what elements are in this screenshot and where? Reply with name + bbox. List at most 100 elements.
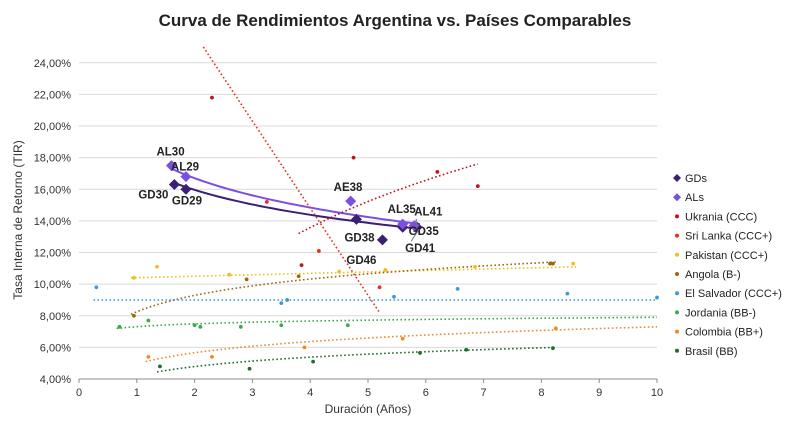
x-tick-label: 1: [134, 387, 140, 399]
y-tick-label: 24,00%: [34, 58, 72, 70]
x-tick-label: 6: [423, 387, 429, 399]
x-tick-label: 5: [365, 387, 371, 399]
point-dot: [337, 269, 341, 274]
legend-entry: Pakistan (CCC+): [685, 250, 768, 262]
point-diamond: [397, 218, 409, 230]
legend-marker: [673, 174, 681, 182]
trendline-3: [202, 46, 381, 314]
bond-label: GD38: [344, 232, 375, 244]
bond-label: AL30: [156, 147, 184, 159]
y-tick-label: 4,00%: [40, 374, 71, 386]
point-dot: [392, 294, 396, 299]
chart-title: Curva de Rendimientos Argentina vs. País…: [159, 11, 632, 30]
point-dot: [192, 323, 197, 328]
legend-entry: Sri Lanka (CCC+): [685, 231, 772, 243]
point-dot: [464, 347, 469, 352]
point-dot: [316, 249, 321, 253]
legend-marker: [673, 193, 681, 202]
bond-label: AE38: [334, 182, 363, 194]
point-dot: [548, 261, 552, 266]
trendline-5: [130, 261, 556, 315]
trendline-8: [145, 326, 658, 363]
x-tick-label: 9: [596, 387, 602, 399]
legend-marker: [675, 214, 679, 219]
point-dot: [279, 301, 284, 306]
x-tick-label: 2: [192, 387, 198, 399]
x-tick-label: 3: [249, 387, 255, 399]
point-dot: [418, 351, 422, 355]
bond-label: GD41: [405, 243, 436, 255]
x-tick-label: 8: [538, 387, 544, 399]
y-tick-label: 20,00%: [34, 121, 72, 133]
point-dot: [351, 155, 356, 160]
point-dot: [94, 285, 99, 290]
x-tick-label: 4: [307, 387, 313, 399]
trendline-2: [298, 163, 479, 235]
y-tick-label: 12,00%: [34, 248, 72, 260]
point-diamond: [168, 179, 180, 191]
point-dot: [383, 268, 388, 272]
point-dot: [475, 184, 480, 189]
point-dot: [299, 263, 304, 268]
point-dot: [146, 354, 151, 359]
legend-entry: GDs: [685, 173, 708, 185]
legend-marker: [675, 252, 679, 257]
legend-marker: [675, 233, 679, 238]
legend-marker: [675, 291, 679, 296]
point-dot: [571, 261, 576, 266]
y-tick-label: 8,00%: [40, 311, 71, 323]
bond-label: AL29: [171, 162, 199, 174]
point-diamond: [345, 195, 357, 207]
point-dot: [158, 364, 162, 369]
y-tick-label: 22,00%: [34, 89, 72, 101]
point-diamond: [376, 234, 388, 246]
point-dot: [655, 295, 659, 300]
legend-entry: Colombia (BB+): [685, 327, 763, 339]
y-tick-label: 6,00%: [40, 342, 71, 354]
point-dot: [244, 277, 249, 282]
bond-label: AL41: [414, 207, 443, 219]
point-dot: [247, 366, 252, 371]
gridlines: [79, 62, 657, 380]
point-dot: [198, 324, 203, 329]
trendlines: [93, 46, 658, 373]
point-dot: [553, 326, 558, 331]
bond-label: GD29: [172, 195, 202, 207]
trendline-9: [156, 346, 556, 373]
point-dot: [117, 324, 122, 329]
x-tick-label: 7: [481, 387, 487, 399]
y-tick-label: 18,00%: [34, 153, 72, 165]
legend-marker: [675, 329, 679, 334]
point-dot: [435, 169, 440, 174]
label-leader-line: [410, 228, 420, 242]
y-tick-label: 16,00%: [34, 184, 72, 196]
point-dot: [132, 313, 136, 318]
point-dot: [155, 264, 159, 269]
point-diamond: [350, 213, 362, 225]
point-dot: [551, 346, 555, 351]
data-points: [94, 95, 659, 371]
point-dot: [473, 264, 477, 269]
legend-entry: Angola (B-): [685, 269, 741, 281]
y-tick-label: 10,00%: [34, 279, 72, 291]
bond-label: GD35: [409, 226, 440, 238]
x-axis-title: Duración (Años): [325, 402, 412, 416]
point-dot: [311, 359, 315, 364]
point-dot: [400, 336, 405, 341]
point-dot: [377, 285, 382, 290]
point-dot: [279, 323, 284, 328]
x-tick-label: 10: [651, 387, 663, 399]
point-diamond: [180, 171, 192, 183]
point-dot: [551, 261, 555, 266]
x-tick-label: 0: [76, 387, 82, 399]
point-diamond: [165, 160, 177, 172]
trendline-0: [174, 182, 421, 230]
point-dot: [238, 324, 243, 329]
point-dot: [285, 298, 289, 302]
trendline-1: [171, 167, 421, 226]
y-tick-label: 14,00%: [34, 216, 72, 228]
point-diamond: [408, 220, 420, 232]
point-dot: [146, 318, 151, 323]
